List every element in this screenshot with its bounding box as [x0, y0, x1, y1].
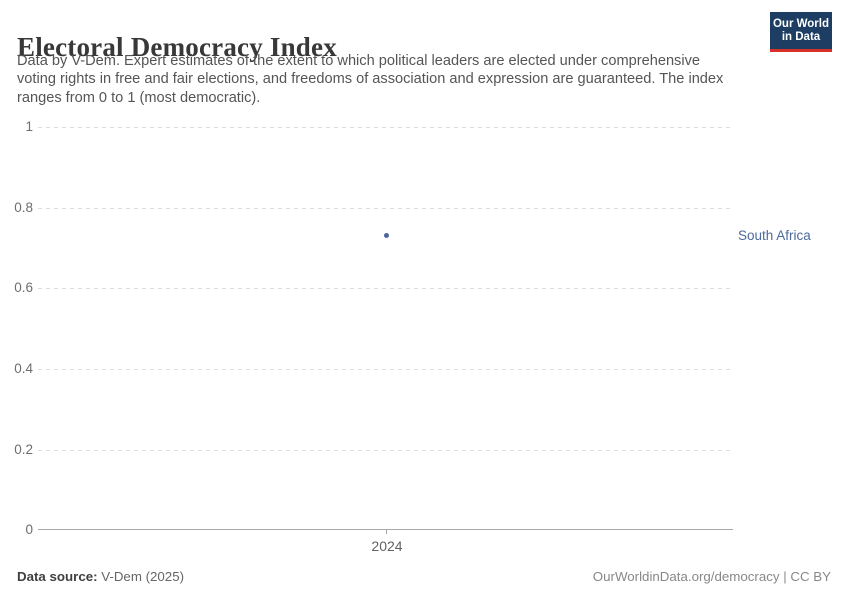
gridline-1.0 [38, 127, 733, 128]
x-tick-label-2024: 2024 [371, 538, 403, 554]
y-tick-label-1: 1 [25, 119, 33, 134]
y-tick-label-0.2: 0.2 [14, 442, 33, 457]
data-source-value: V-Dem (2025) [97, 569, 185, 584]
gridline-0.6 [38, 288, 733, 289]
data-point-south-africa[interactable] [384, 233, 389, 238]
gridline-0.8 [38, 208, 733, 209]
gridline-0.2 [38, 450, 733, 451]
owid-logo-text-line1: Our World [772, 17, 829, 30]
owid-logo-text-line2: in Data [781, 30, 821, 43]
x-axis-line [38, 529, 733, 530]
chart-subtitle: Data by V-Dem. Expert estimates of the e… [17, 52, 737, 107]
subtitle-line: voting rights in free and fair elections… [17, 71, 724, 88]
subtitle-line: ranges from 0 to 1 (most democratic). [17, 89, 261, 106]
footer-license-link[interactable]: OurWorldinData.org/democracy | CC BY [592, 569, 831, 584]
y-tick-label-0.8: 0.8 [14, 200, 33, 215]
subtitle-line: Data by V-Dem. Expert estimates of the e… [17, 53, 701, 69]
y-tick-label-0.6: 0.6 [14, 280, 33, 295]
page-title: Electoral Democracy Index [17, 32, 337, 63]
data-source-note: Data source: V-Dem (2025) [17, 569, 184, 584]
y-tick-label-0.4: 0.4 [14, 361, 33, 376]
data-source-label: Data source: [17, 569, 98, 584]
gridline-0.4 [38, 369, 733, 370]
entity-label[interactable]: South Africa [738, 228, 811, 243]
y-tick-label-0: 0 [25, 522, 33, 537]
owid-logo[interactable]: Our World in Data [770, 12, 832, 52]
x-axis-tick-mark [386, 530, 387, 534]
